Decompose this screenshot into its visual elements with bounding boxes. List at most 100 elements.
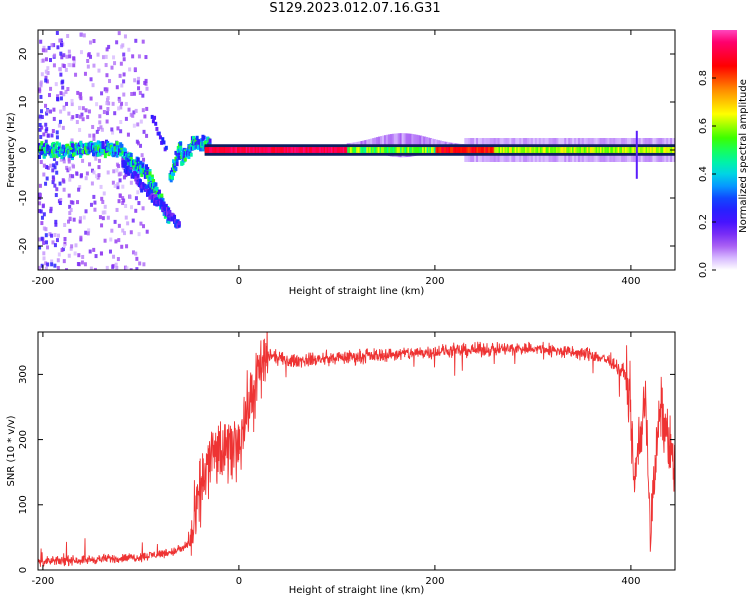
spectrogram-cell (76, 200, 80, 205)
spectrogram-cell (136, 122, 140, 127)
spectrogram-cell (123, 148, 127, 153)
y-tick-label: -10 (18, 190, 29, 206)
spectrogram-cell (71, 115, 75, 120)
spectrogram-cell (73, 251, 77, 256)
spectrogram-cell (417, 147, 421, 153)
spectrogram-cell (508, 147, 512, 153)
spectrogram-cell (645, 147, 649, 153)
spectrogram-cell (338, 147, 341, 153)
spectrogram-cell (80, 112, 84, 117)
spectrogram-cell (70, 138, 74, 143)
spectrogram-cell (563, 147, 566, 153)
spectrogram-cell (311, 147, 315, 153)
spectrogram-cell (127, 158, 131, 163)
spectrogram-cell (49, 154, 53, 159)
spectrogram-cell (41, 48, 45, 53)
spectrogram-cell (325, 147, 328, 153)
spectrogram-cell (101, 210, 105, 215)
spectrogram-cell (39, 80, 43, 85)
spectrogram-cell (253, 147, 256, 153)
spectrogram-cell (263, 147, 266, 153)
spectrogram-cell (625, 147, 628, 153)
spectrogram-cell (60, 149, 64, 154)
spectrogram-cell (187, 155, 191, 160)
spectrogram-cell (89, 77, 93, 82)
spectrogram-cell (666, 147, 669, 153)
spectrogram-cell (139, 221, 143, 226)
spectrogram-cell (134, 108, 138, 113)
spectrogram-cell (62, 64, 66, 69)
spectrogram-cell (141, 108, 145, 113)
spectrogram-cell (114, 262, 118, 267)
spectrogram-cell (96, 140, 100, 145)
spectrogram-cell (358, 147, 362, 153)
spectrogram-cell (118, 178, 122, 183)
spectrogram-cell (488, 147, 491, 153)
spectrogram-cell (43, 151, 47, 156)
spectrogram-cell (45, 111, 49, 116)
spectrogram-cell (457, 147, 461, 153)
spectrogram-cell (544, 147, 547, 153)
spectrogram-cell (92, 247, 96, 252)
spectrogram-cell (464, 147, 468, 153)
spectrogram-cell (121, 228, 125, 233)
x-tick-label: 200 (425, 576, 444, 587)
spectrogram-cell (307, 147, 311, 153)
spectrogram-cell (426, 147, 430, 153)
spectrogram-cell (127, 107, 131, 112)
spectrogram-cell (314, 147, 318, 153)
spectrogram-cell (112, 254, 116, 259)
colorbar-tick-label: 0.4 (698, 166, 709, 182)
spectrogram-cell (68, 54, 72, 59)
spectrogram-cell (64, 67, 68, 72)
spectrogram-cell (39, 160, 43, 165)
spectrogram-cell (124, 173, 128, 178)
spectrogram-cell (451, 147, 455, 153)
spectrogram-cell (273, 147, 277, 153)
spectrogram-cell (554, 147, 558, 153)
spectrogram-cell (106, 107, 110, 112)
spectrogram-cell (40, 141, 44, 146)
spectrogram-cell (135, 139, 139, 144)
spectrogram-cell (161, 137, 165, 142)
spectrogram-cell (116, 257, 120, 262)
spectrogram-cell (115, 265, 119, 270)
spectrogram-cell (55, 130, 59, 135)
spectrogram-cell (660, 147, 663, 153)
spectrogram-cell (648, 147, 652, 153)
spectrogram-cell (165, 212, 169, 217)
spectrogram-cell (109, 142, 113, 147)
spectrogram-cell (138, 261, 142, 266)
spectrogram-cell (577, 147, 581, 153)
spectrogram-cell (382, 147, 386, 153)
spectrogram-cell (55, 170, 59, 175)
spectrogram-cell (173, 214, 177, 219)
spectrogram-cell (320, 147, 324, 153)
spectrogram-cell (67, 49, 71, 54)
spectrogram-cell (75, 114, 79, 119)
spectrogram-cell (44, 75, 48, 80)
spectrogram-cell (139, 143, 143, 148)
spectrogram-cell (44, 57, 48, 62)
spectrogram-cell (141, 206, 145, 211)
spectrogram-cell (55, 141, 59, 146)
spectrogram-cell (81, 158, 85, 163)
spectrogram-cell (38, 122, 42, 127)
spectrogram-cell (54, 82, 58, 87)
spectrogram-cell (131, 218, 135, 223)
spectrogram-cell (642, 147, 646, 153)
spectrogram-cell (116, 185, 120, 190)
spectrogram-cell (345, 147, 349, 153)
colorbar (712, 30, 737, 270)
spectrogram-cell (591, 147, 594, 153)
spectrogram-cell (40, 125, 44, 130)
colorbar-label: Normalized spectral amplitude (738, 79, 749, 233)
spectrogram-cell (38, 265, 42, 270)
spectrogram-cell (561, 147, 565, 153)
spectrogram-cell (520, 147, 524, 153)
spectrogram-cell (192, 135, 196, 140)
spectrogram-cell (86, 231, 90, 236)
snr-layer (38, 332, 675, 567)
spectrogram-cell (57, 123, 61, 128)
spectrogram-cell (136, 190, 140, 195)
